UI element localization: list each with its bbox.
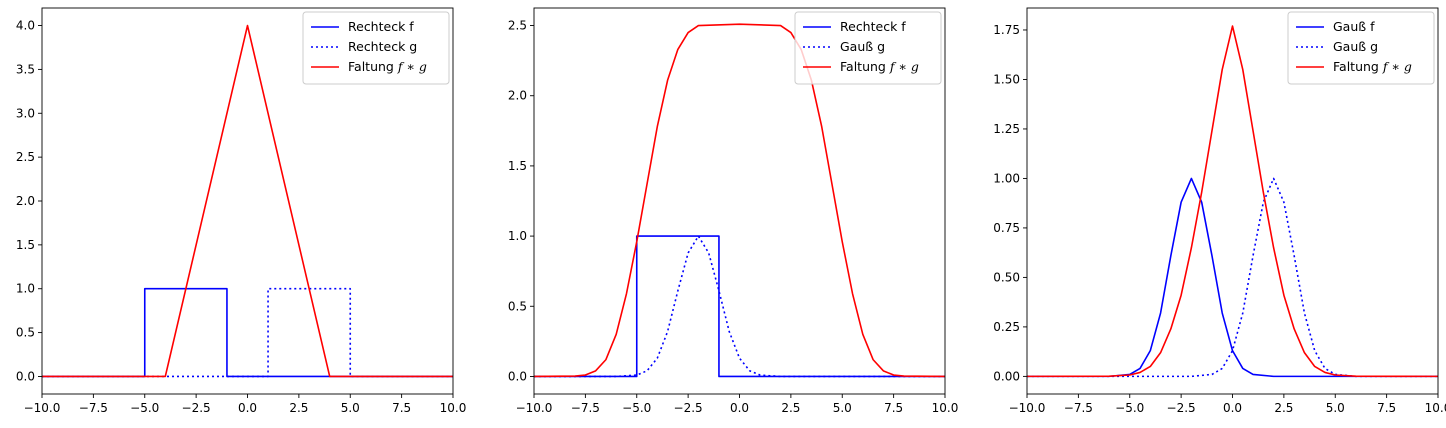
- legend-box: [794, 11, 942, 85]
- x-tick-label: 0.0: [730, 401, 749, 415]
- legend: Rechteck f Rechteck g Faltung f ∗ g: [302, 11, 450, 85]
- legend-entry: Faltung f ∗ g: [1333, 59, 1412, 74]
- y-tick-label: 3.5: [16, 62, 35, 76]
- y-tick-label: 1.25: [993, 122, 1020, 136]
- series-line-3: [533, 23, 946, 378]
- legend: Rechteck f Gauß g Faltung f ∗ g: [794, 11, 942, 85]
- series-line-1: [1027, 177, 1438, 378]
- y-tick-label: 0.0: [508, 369, 527, 383]
- y-tick-label: 1.75: [993, 23, 1020, 37]
- x-tick-label: 7.5: [884, 401, 903, 415]
- legend-entry: Rechteck f: [840, 19, 906, 34]
- x-tick-label: 2.5: [1274, 401, 1293, 415]
- x-tick-label: −10.0: [1009, 401, 1046, 415]
- x-tick-label: 7.5: [392, 401, 411, 415]
- x-tick-label: 5.0: [341, 401, 360, 415]
- chart-panel-3: −10.0 −7.5 −5.0 −2.5 0.0 2.5 5.0 7.5 10.0 0.00 0.2…: [993, 7, 1446, 415]
- legend-box: [1287, 11, 1435, 85]
- x-tick-label: −5.0: [1115, 401, 1144, 415]
- y-tick-label: 1.5: [16, 238, 35, 252]
- x-tick-label: 10.0: [440, 401, 467, 415]
- x-tick-label: 5.0: [1326, 401, 1345, 415]
- series-line-2: [534, 235, 945, 378]
- series-line-2: [42, 287, 453, 378]
- legend-entry: Gauß f: [1333, 19, 1375, 34]
- x-tick-label: 2.5: [781, 401, 800, 415]
- series-line-1: [42, 287, 453, 378]
- y-tick-label: 0.5: [508, 299, 527, 313]
- legend-box: [302, 11, 450, 85]
- chart-panel-1: −10.0 −7.5 −5.0 −2.5 0.0 2.5 5.0 7.5 10.0 0.0 0.5 1…: [16, 7, 467, 415]
- x-tick-label: 10.0: [1425, 401, 1446, 415]
- x-tick-label: −10.0: [24, 401, 61, 415]
- y-tick-label: 2.5: [16, 150, 35, 164]
- x-tick-label: 5.0: [833, 401, 852, 415]
- y-tick-label: 3.0: [16, 106, 35, 120]
- legend-entry: Gauß g: [840, 39, 885, 54]
- y-tick-label: 0.5: [16, 326, 35, 340]
- x-tick-label: −7.5: [1064, 401, 1093, 415]
- y-tick-label: 4.0: [16, 19, 35, 33]
- legend-entry: Faltung f ∗ g: [840, 59, 919, 74]
- y-tick-label: 1.0: [508, 229, 527, 243]
- y-tick-label: 2.0: [508, 89, 527, 103]
- y-tick-label: 1.50: [993, 72, 1020, 86]
- y-tick-label: 2.0: [16, 194, 35, 208]
- y-tick-label: 0.50: [993, 270, 1020, 284]
- x-tick-label: −5.0: [130, 401, 159, 415]
- series-line-2: [1027, 177, 1438, 378]
- y-tick-label: 1.00: [993, 171, 1020, 185]
- x-tick-label: 0.0: [1223, 401, 1242, 415]
- x-tick-label: 0.0: [238, 401, 257, 415]
- chart-panel-2: −10.0 −7.5 −5.0 −2.5 0.0 2.5 5.0 7.5 10.0 0.0 0.5 1…: [508, 7, 959, 415]
- x-tick-label: 2.5: [289, 401, 308, 415]
- series-line-1: [534, 235, 945, 378]
- x-tick-label: 10.0: [932, 401, 959, 415]
- x-tick-label: −2.5: [1167, 401, 1196, 415]
- legend-entry: Rechteck f: [348, 19, 414, 34]
- legend: Gauß f Gauß g Faltung f ∗ g: [1287, 11, 1435, 85]
- y-tick-label: 0.0: [16, 369, 35, 383]
- y-tick-label: 1.0: [16, 282, 35, 296]
- y-tick-label: 0.75: [993, 221, 1020, 235]
- x-tick-label: 7.5: [1377, 401, 1396, 415]
- y-tick-label: 0.00: [993, 369, 1020, 383]
- y-tick-label: 2.5: [508, 19, 527, 33]
- x-tick-label: −2.5: [182, 401, 211, 415]
- x-tick-label: −7.5: [79, 401, 108, 415]
- x-tick-label: −7.5: [571, 401, 600, 415]
- legend-entry: Rechteck g: [348, 39, 417, 54]
- y-tick-label: 1.5: [508, 159, 527, 173]
- x-tick-label: −5.0: [622, 401, 651, 415]
- x-tick-label: −10.0: [516, 401, 553, 415]
- series-line-3: [1026, 25, 1439, 378]
- y-tick-label: 0.25: [993, 320, 1020, 334]
- x-tick-label: −2.5: [674, 401, 703, 415]
- legend-entry: Gauß g: [1333, 39, 1378, 54]
- series-line-3: [42, 24, 453, 378]
- legend-entry: Faltung f ∗ g: [348, 59, 427, 74]
